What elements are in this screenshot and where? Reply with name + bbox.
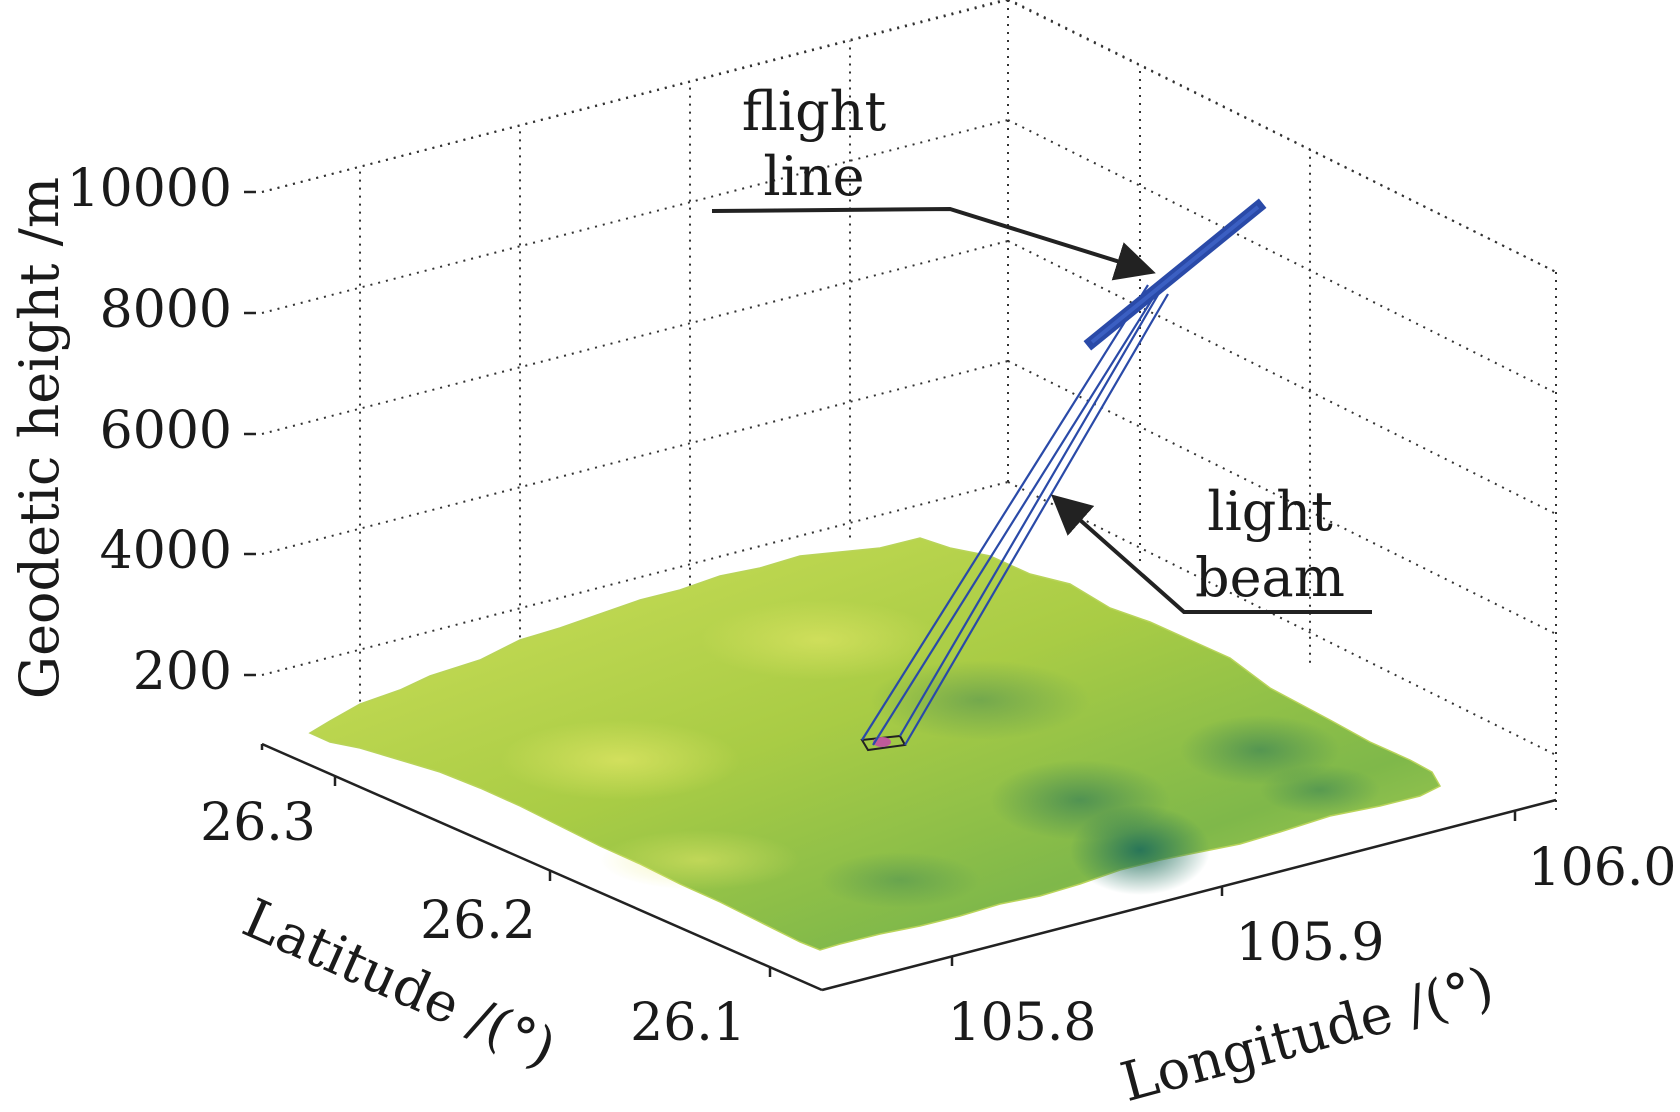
longitude-axis [821,798,1557,992]
z-tick-label: 6000 [100,401,232,461]
z-axis-label: Geodetic height /m [8,177,71,699]
flight-line-label-line1: flight [742,80,887,143]
grid-lines [261,0,1557,810]
x-axis-label: Longitude /(°) [1114,954,1500,1112]
flight-line [1083,198,1267,351]
flight-line-arrow [711,206,1156,281]
y-tick-label: 26.1 [630,993,746,1053]
y-tick-labels: 26.3 26.2 26.1 [200,793,746,1053]
z-tick-label: 4000 [100,521,232,581]
z-tick-labels: 200 4000 6000 8000 10000 [67,159,232,702]
grid-line-left-3 [261,119,1009,314]
y-tick-label: 26.3 [200,793,316,853]
light-beam-label-line2: beam [1195,546,1345,609]
light-beam-label-line1: light [1207,480,1333,543]
y-tick-label: 26.2 [420,891,536,951]
flight-line-label-line2: line [763,145,864,208]
light-beam-arrow [1051,494,1372,614]
z-tick-label: 200 [133,642,232,702]
light-beam-annotation: light beam [1051,480,1372,614]
x-tick-label: 105.8 [948,993,1097,1053]
grid-line-left-0 [261,481,1009,676]
x-tick-label: 105.9 [1236,913,1385,973]
grid-line-top-left [261,0,1009,193]
grid-line-left-2 [261,240,1009,435]
light-beam [861,284,1169,746]
grid-line-right-3 [1007,119,1557,394]
latitude-axis [261,742,823,992]
grid-line-top-right [1007,0,1557,273]
x-tick-labels: 105.8 105.9 106.0 [948,838,1677,1053]
x-tick-label: 106.0 [1528,838,1677,898]
z-tick-marks [244,190,256,677]
axes [260,742,1557,992]
z-tick-label: 8000 [100,280,232,340]
grid-line-left-1 [261,360,1009,555]
z-tick-label: 10000 [67,159,232,219]
flight-line-annotation: flight line [711,80,1156,281]
